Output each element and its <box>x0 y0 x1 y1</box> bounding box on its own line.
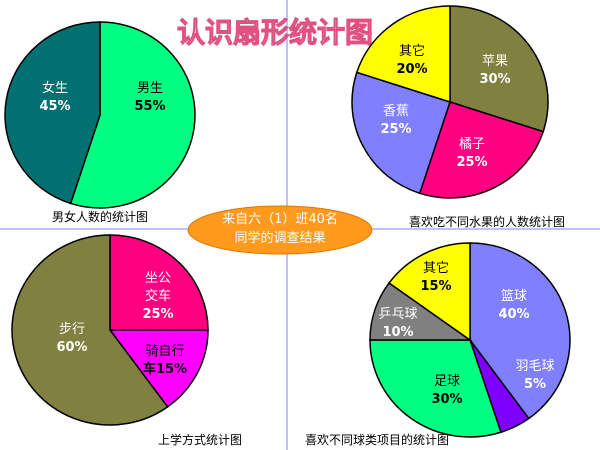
slice-name: 乒乓球 <box>378 307 417 322</box>
caption-commute-chart: 上学方式统计图 <box>158 432 242 447</box>
slice-name: 坐公 <box>145 271 171 286</box>
slice-name: 苹果 <box>482 54 508 69</box>
slice-label: 苹果 30% <box>479 54 510 87</box>
pie-slice <box>355 5 451 104</box>
slice-name: 步行 <box>59 322 85 337</box>
slice-name: 足球 <box>434 374 460 389</box>
slice-percent: 25% <box>456 155 487 170</box>
center-note-ellipse <box>187 205 373 255</box>
slice-percent: 55% <box>134 99 165 114</box>
slice-label: 骑自行车15% <box>143 344 187 377</box>
slice-name: 羽毛球 <box>515 359 554 374</box>
slice-label: 其它 15% <box>420 260 451 294</box>
slice-name: 骑自行 <box>145 344 184 359</box>
pie-fruit: 苹果 30% 橘子 25% 香蕉 25% 其它 20% <box>351 5 549 199</box>
pie-slice <box>449 5 549 133</box>
caption-ball-chart: 喜欢不同球类项目的统计图 <box>305 432 449 447</box>
pie-slice <box>388 242 471 342</box>
slice-name: 交车 <box>145 288 171 304</box>
slice-label: 女生 45% <box>39 80 70 114</box>
slice-name: 男生 <box>137 81 163 96</box>
slice-percent: 5% <box>524 377 546 392</box>
caption-fruit-chart: 喜欢吃不同水果的人数统计图 <box>409 214 565 229</box>
slice-label: 男生 55% <box>134 81 165 114</box>
pie-slice <box>109 234 209 331</box>
slice-label: 羽毛球 5% <box>515 359 554 392</box>
slice-name: 橘子 <box>459 136 485 152</box>
pie-gender: 男生 55% 女生 45% <box>4 21 196 209</box>
pie-slice <box>4 21 101 205</box>
pie-ball-sports: 篮球 40% 羽毛球 5% 足球 30% 乒乓球 10% 其它 15% <box>369 242 571 438</box>
slice-percent: 15% <box>420 279 451 294</box>
slice-label: 步行 60% <box>56 322 87 355</box>
caption-gender-chart: 男女人数的统计图 <box>52 209 148 224</box>
slice-percent: 30% <box>431 392 462 407</box>
center-note: 来自六（1）班40名 同学的调查结果 <box>187 205 373 255</box>
pie-slice <box>469 242 571 420</box>
pie-slice <box>369 339 502 438</box>
slice-label: 篮球 40% <box>498 289 529 322</box>
slice-label: 橘子 25% <box>456 136 487 170</box>
pie-slice <box>69 21 196 209</box>
slice-name: 香蕉 <box>383 104 409 119</box>
slice-percent: 25% <box>380 122 411 137</box>
pie-commute: 坐公交车 25% 骑自行车15% 步行 60% <box>11 234 209 426</box>
slice-percent: 60% <box>56 340 87 355</box>
slice-percent: 10% <box>382 325 413 340</box>
slice-name: 车15% <box>143 361 187 377</box>
pie-slice <box>108 329 209 408</box>
slice-percent: 25% <box>142 307 173 322</box>
slice-percent: 45% <box>39 99 70 114</box>
pie-slice <box>351 71 451 195</box>
slice-name: 女生 <box>42 80 68 96</box>
slice-label: 足球 30% <box>431 374 462 407</box>
pie-slice <box>11 234 169 426</box>
slice-label: 其它 20% <box>396 43 427 77</box>
slice-percent: 30% <box>479 72 510 87</box>
pie-slice <box>418 101 545 199</box>
slice-percent: 20% <box>396 62 427 77</box>
slice-label: 香蕉 25% <box>380 104 411 137</box>
slice-label: 乒乓球 10% <box>378 307 417 340</box>
slice-label: 坐公交车 25% <box>142 271 173 322</box>
slice-name: 其它 <box>423 260 449 276</box>
center-note-line2: 同学的调查结果 <box>234 230 325 246</box>
slice-percent: 40% <box>498 307 529 322</box>
slice-name: 其它 <box>399 43 425 59</box>
center-note-line1: 来自六（1）班40名 <box>222 211 338 227</box>
slice-name: 篮球 <box>501 289 527 304</box>
page-title: 认识扇形统计图 <box>177 16 373 49</box>
